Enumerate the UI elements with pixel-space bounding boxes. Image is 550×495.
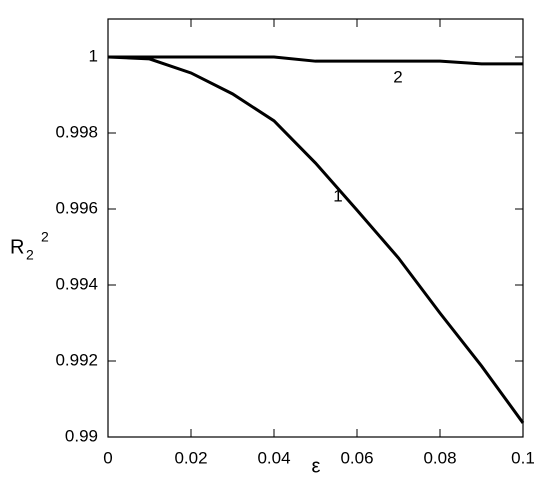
y-tick-label: 0.99 — [65, 426, 98, 445]
y-axis-label-sub: 2 — [26, 247, 34, 263]
x-axis-label: ε — [312, 455, 321, 477]
y-tick-label: 1 — [89, 46, 98, 65]
y-tick-label: 0.994 — [55, 274, 98, 293]
x-tick-label: 0.02 — [174, 448, 207, 467]
y-tick-label: 0.992 — [55, 350, 98, 369]
line-series — [107, 55, 525, 424]
curve-label: 2 — [393, 67, 402, 86]
plot-frame — [107, 18, 524, 438]
y-axis-label-sup: 2 — [41, 229, 49, 245]
x-tick-label: 0.08 — [423, 448, 456, 467]
curve-label: 1 — [333, 186, 342, 205]
x-tick-label: 0 — [103, 448, 112, 467]
y-axis-label: R — [10, 236, 24, 258]
x-tick-label: 0.1 — [511, 448, 535, 467]
line-series — [108, 55, 523, 66]
x-tick-label: 0.06 — [340, 448, 373, 467]
x-tick-label: 0.04 — [257, 448, 290, 467]
y-tick-label: 0.996 — [55, 198, 98, 217]
y-tick-label: 0.998 — [55, 122, 98, 141]
